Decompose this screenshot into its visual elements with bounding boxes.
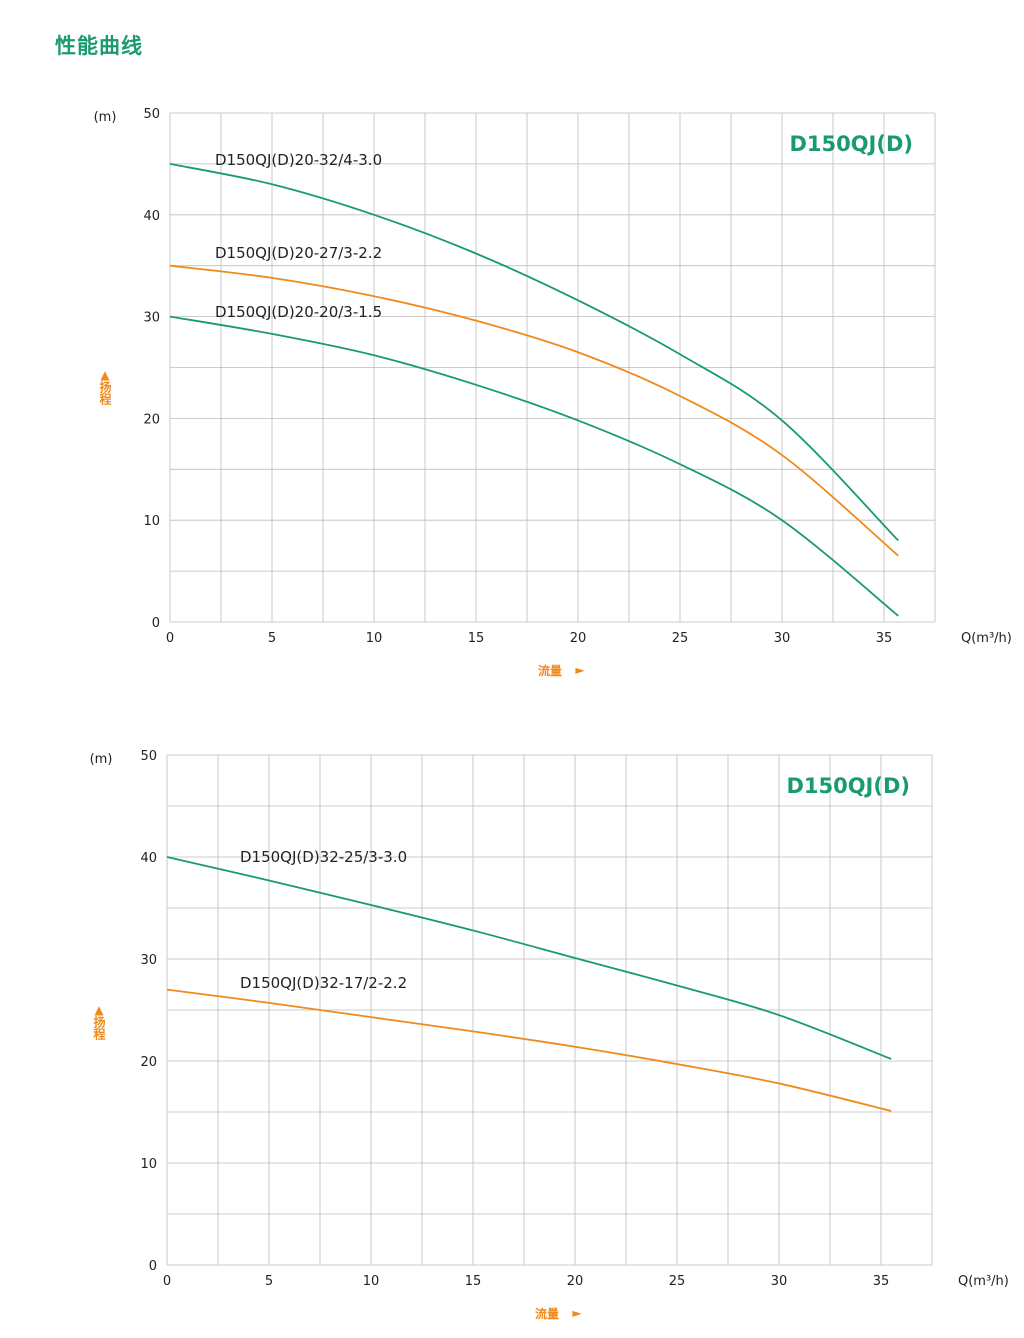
chart-title: D150QJ(D) xyxy=(789,132,913,156)
x-tick-label: 35 xyxy=(876,631,893,646)
series-line xyxy=(169,163,899,542)
x-tick-label: 25 xyxy=(672,631,689,646)
x-tick-label: 25 xyxy=(669,1274,686,1289)
x-tick-label: 10 xyxy=(363,1274,380,1289)
y-tick-label: 10 xyxy=(143,514,160,529)
y-unit-label: (m) xyxy=(90,752,113,767)
performance-chart-1: 0 10 20 30 40 50 0 5 10 15 20 25 30 35 (m) Q(m³/h) ▲扬程流量… xyxy=(94,107,1012,678)
y-tick-label: 0 xyxy=(152,616,160,631)
y-tick-label: 40 xyxy=(143,209,160,224)
y-axis-label: 扬程 xyxy=(92,1015,106,1041)
x-arrow-icon: ► xyxy=(575,663,585,677)
series-label: D150QJ(D)20-32/4-3.0 xyxy=(215,151,382,169)
series-label: D150QJ(D)32-25/3-3.0 xyxy=(240,848,407,866)
x-tick-label: 0 xyxy=(163,1274,171,1289)
y-arrow-icon: ▲ xyxy=(94,1003,104,1017)
y-tick-label: 20 xyxy=(140,1055,157,1070)
x-tick-label: 15 xyxy=(468,631,485,646)
y-tick-label: 30 xyxy=(140,953,157,968)
y-axis-label: 扬程 xyxy=(98,380,112,406)
x-tick-label: 20 xyxy=(567,1274,584,1289)
series-line xyxy=(166,856,892,1060)
y-tick-label: 10 xyxy=(140,1157,157,1172)
y-tick-label: 30 xyxy=(143,311,160,326)
y-tick-label: 40 xyxy=(140,851,157,866)
series-label: D150QJ(D)20-20/3-1.5 xyxy=(215,303,382,321)
x-tick-label: 5 xyxy=(268,631,276,646)
series-label: D150QJ(D)32-17/2-2.2 xyxy=(240,974,407,992)
x-tick-label: 0 xyxy=(166,631,174,646)
x-tick-label: 30 xyxy=(774,631,791,646)
y-tick-label: 50 xyxy=(143,107,160,122)
x-tick-label: 35 xyxy=(873,1274,890,1289)
x-axis-label: 流量 xyxy=(535,1306,559,1321)
x-unit-label: Q(m³/h) xyxy=(961,631,1012,646)
performance-chart-2: 0 10 20 30 40 50 0 5 10 15 20 25 30 35 (m) Q(m³/h) ▲扬程流量… xyxy=(90,749,1009,1321)
x-tick-label: 30 xyxy=(771,1274,788,1289)
y-tick-label: 50 xyxy=(140,749,157,764)
y-unit-label: (m) xyxy=(94,110,117,125)
x-tick-label: 5 xyxy=(265,1274,273,1289)
series-line xyxy=(166,988,892,1112)
chart-title: D150QJ(D) xyxy=(786,774,910,798)
x-arrow-icon: ► xyxy=(572,1306,582,1320)
page-title: 性能曲线 xyxy=(55,34,143,58)
x-tick-label: 20 xyxy=(570,631,587,646)
y-tick-label: 20 xyxy=(143,412,160,427)
x-tick-label: 10 xyxy=(366,631,383,646)
y-tick-label: 0 xyxy=(149,1259,157,1274)
y-arrow-icon: ▲ xyxy=(100,368,110,382)
x-tick-label: 15 xyxy=(465,1274,482,1289)
x-unit-label: Q(m³/h) xyxy=(958,1274,1009,1289)
series-label: D150QJ(D)20-27/3-2.2 xyxy=(215,244,382,262)
x-axis-label: 流量 xyxy=(538,663,562,678)
